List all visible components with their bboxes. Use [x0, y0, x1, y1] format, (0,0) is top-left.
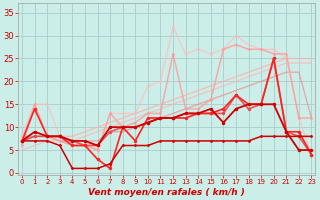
X-axis label: Vent moyen/en rafales ( km/h ): Vent moyen/en rafales ( km/h ): [88, 188, 245, 197]
